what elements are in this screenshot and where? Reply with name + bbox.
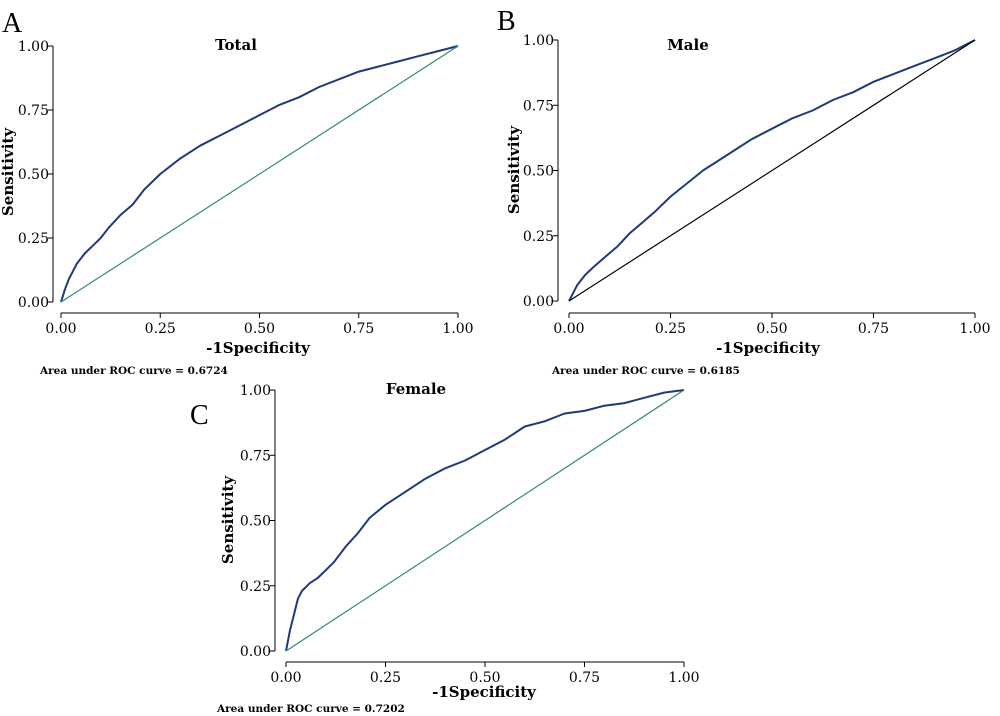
x-tick-label: 0.25	[370, 670, 401, 686]
y-tick-label: 0.50	[240, 514, 271, 530]
roc-curve	[285, 389, 685, 652]
chart-title: Female	[386, 380, 446, 398]
plot-area: 0.00 0.00 0.25 0.25 0.50 0.50 0.75 0.75 1.00 1.00	[18, 39, 474, 337]
y-tick-label: 1.00	[240, 383, 271, 399]
y-tick-label: 0.75	[523, 98, 554, 114]
x-axis-label: -1Specificity	[206, 339, 311, 357]
x-axis-label: -1Specificity	[432, 683, 537, 701]
y-tick-label: 0.00	[18, 295, 49, 311]
auc-label: Area under ROC curve = 0.7202	[216, 703, 405, 715]
auc-label: Area under ROC curve = 0.6185	[551, 365, 740, 377]
reference-line	[568, 39, 976, 302]
roc-curve	[568, 39, 976, 302]
y-tick-label: 0.75	[18, 103, 49, 119]
x-tick-label: 0.00	[45, 321, 76, 337]
y-tick-label: 0.00	[240, 644, 271, 660]
y-axis-label: Sensitivity	[505, 125, 523, 214]
x-tick-label: 0.25	[145, 321, 176, 337]
reference-line	[60, 45, 459, 303]
plot-area: 0.00 0.00 0.25 0.25 0.50 0.50 0.75 0.75 1.00 1.00	[523, 33, 991, 337]
panel-b: B Male Sensitivity -1Specificity Area un…	[497, 6, 991, 377]
y-tick-label: 0.00	[523, 294, 554, 310]
x-tick-label: 0.75	[858, 321, 889, 337]
x-tick-label: 0.25	[655, 321, 686, 337]
y-tick-label: 0.25	[240, 579, 271, 595]
x-tick-label: 0.75	[343, 321, 374, 337]
panel-letter: A	[2, 8, 23, 39]
x-tick-label: 0.75	[569, 670, 600, 686]
x-tick-label: 0.50	[244, 321, 275, 337]
y-tick-label: 0.75	[240, 448, 271, 464]
y-tick-label: 0.25	[523, 229, 554, 245]
x-tick-label: 1.00	[442, 321, 473, 337]
chart-title: Total	[215, 36, 257, 54]
x-tick-label: 0.00	[270, 670, 301, 686]
x-tick-label: 0.50	[756, 321, 787, 337]
y-axis-label: Sensitivity	[0, 127, 17, 216]
x-axis-label: -1Specificity	[716, 339, 821, 357]
x-tick-label: 1.00	[668, 670, 699, 686]
x-tick-label: 0.00	[553, 321, 584, 337]
panel-a: A Total Sensitivity -1Specificity Area u…	[0, 8, 474, 377]
panel-letter: B	[497, 6, 516, 37]
panel-c: C Female Sensitivity -1Specificity Area …	[190, 380, 700, 715]
panel-letter: C	[190, 400, 209, 431]
x-tick-label: 0.50	[469, 670, 500, 686]
auc-label: Area under ROC curve = 0.6724	[39, 365, 228, 377]
chart-title: Male	[667, 36, 709, 54]
y-tick-label: 0.50	[18, 167, 49, 183]
y-axis-label: Sensitivity	[219, 475, 237, 564]
roc-curve	[60, 45, 459, 303]
y-tick-label: 0.25	[18, 231, 49, 247]
plot-area: 0.00 0.00 0.25 0.25 0.50 0.50 0.75 0.75 1.00 1.00	[240, 383, 700, 686]
y-tick-label: 0.50	[523, 164, 554, 180]
reference-line	[285, 389, 685, 652]
x-tick-label: 1.00	[959, 321, 990, 337]
y-tick-label: 1.00	[18, 39, 49, 55]
y-tick-label: 1.00	[523, 33, 554, 49]
